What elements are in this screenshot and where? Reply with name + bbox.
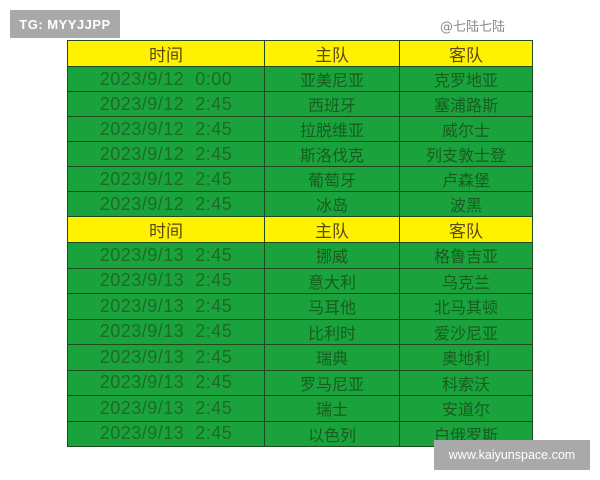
cell-home-team: 瑞士 — [264, 395, 400, 422]
cell-home-team: 亚美尼亚 — [264, 66, 400, 92]
header-time: 时间 — [67, 216, 265, 243]
table-row: 2023/9/12 2:45 冰岛 波黑 — [67, 191, 533, 217]
cell-away-team: 塞浦路斯 — [399, 91, 533, 117]
cell-away-team: 格鲁吉亚 — [399, 242, 533, 269]
table-row: 2023/9/13 2:45 罗马尼亚 科索沃 — [67, 369, 533, 396]
cell-time: 2023/9/12 2:45 — [67, 166, 265, 192]
cell-time: 2023/9/13 2:45 — [67, 369, 265, 396]
telegram-badge: TG: MYYJJPP — [10, 10, 120, 38]
cell-time: 2023/9/12 0:00 — [67, 66, 265, 92]
table-row: 2023/9/13 2:45 瑞士 安道尔 — [67, 395, 533, 422]
cell-time: 2023/9/13 2:45 — [67, 242, 265, 269]
cell-time: 2023/9/13 2:45 — [67, 344, 265, 371]
cell-home-team: 马耳他 — [264, 293, 400, 320]
cell-away-team: 威尔士 — [399, 116, 533, 142]
header-time: 时间 — [67, 40, 265, 67]
header-away-team: 客队 — [399, 216, 533, 243]
cell-away-team: 列支敦士登 — [399, 141, 533, 167]
header-home-team: 主队 — [264, 40, 400, 67]
cell-home-team: 拉脱维亚 — [264, 116, 400, 142]
cell-home-team: 葡萄牙 — [264, 166, 400, 192]
cell-away-team: 科索沃 — [399, 369, 533, 396]
cell-time: 2023/9/13 2:45 — [67, 420, 265, 447]
table-row: 2023/9/13 2:45 马耳他 北马其顿 — [67, 293, 533, 320]
cell-home-team: 斯洛伐克 — [264, 141, 400, 167]
cell-away-team: 奥地利 — [399, 344, 533, 371]
table-header-row: 时间 主队 客队 — [67, 40, 533, 67]
cell-home-team: 挪威 — [264, 242, 400, 269]
table-row: 2023/9/13 2:45 瑞典 奥地利 — [67, 344, 533, 371]
table-row: 2023/9/13 2:45 意大利 乌克兰 — [67, 267, 533, 294]
watermark: @七陆七陆 — [440, 20, 506, 35]
cell-time: 2023/9/12 2:45 — [67, 116, 265, 142]
table-header-row: 时间 主队 客队 — [67, 216, 533, 243]
cell-home-team: 冰岛 — [264, 191, 400, 217]
cell-home-team: 西班牙 — [264, 91, 400, 117]
table-row: 2023/9/12 0:00 亚美尼亚 克罗地亚 — [67, 66, 533, 92]
cell-home-team: 意大利 — [264, 267, 400, 294]
cell-away-team: 乌克兰 — [399, 267, 533, 294]
cell-home-team: 比利时 — [264, 318, 400, 345]
cell-time: 2023/9/13 2:45 — [67, 293, 265, 320]
cell-home-team: 瑞典 — [264, 344, 400, 371]
table-row: 2023/9/12 2:45 斯洛伐克 列支敦士登 — [67, 141, 533, 167]
header-home-team: 主队 — [264, 216, 400, 243]
cell-time: 2023/9/13 2:45 — [67, 395, 265, 422]
cell-time: 2023/9/12 2:45 — [67, 141, 265, 167]
cell-home-team: 罗马尼亚 — [264, 369, 400, 396]
cell-away-team: 爱沙尼亚 — [399, 318, 533, 345]
cell-time: 2023/9/12 2:45 — [67, 191, 265, 217]
table-row: 2023/9/12 2:45 葡萄牙 卢森堡 — [67, 166, 533, 192]
cell-away-team: 波黑 — [399, 191, 533, 217]
cell-away-team: 卢森堡 — [399, 166, 533, 192]
table-row: 2023/9/12 2:45 西班牙 塞浦路斯 — [67, 91, 533, 117]
cell-away-team: 克罗地亚 — [399, 66, 533, 92]
cell-time: 2023/9/12 2:45 — [67, 91, 265, 117]
cell-home-team: 以色列 — [264, 420, 400, 447]
header-away-team: 客队 — [399, 40, 533, 67]
cell-time: 2023/9/13 2:45 — [67, 318, 265, 345]
table-row: 2023/9/13 2:45 比利时 爱沙尼亚 — [67, 318, 533, 345]
cell-away-team: 安道尔 — [399, 395, 533, 422]
cell-away-team: 北马其顿 — [399, 293, 533, 320]
cell-time: 2023/9/13 2:45 — [67, 267, 265, 294]
site-url-badge: www.kaiyunspace.com — [434, 440, 590, 470]
table-row: 2023/9/13 2:45 挪威 格鲁吉亚 — [67, 242, 533, 269]
table-row: 2023/9/12 2:45 拉脱维亚 威尔士 — [67, 116, 533, 142]
table-row: 2023/9/13 2:45 以色列 白俄罗斯 — [67, 420, 533, 447]
match-schedule-table: 时间 主队 客队 2023/9/12 0:00 亚美尼亚 克罗地亚 2023/9/12 2:… — [67, 40, 533, 447]
